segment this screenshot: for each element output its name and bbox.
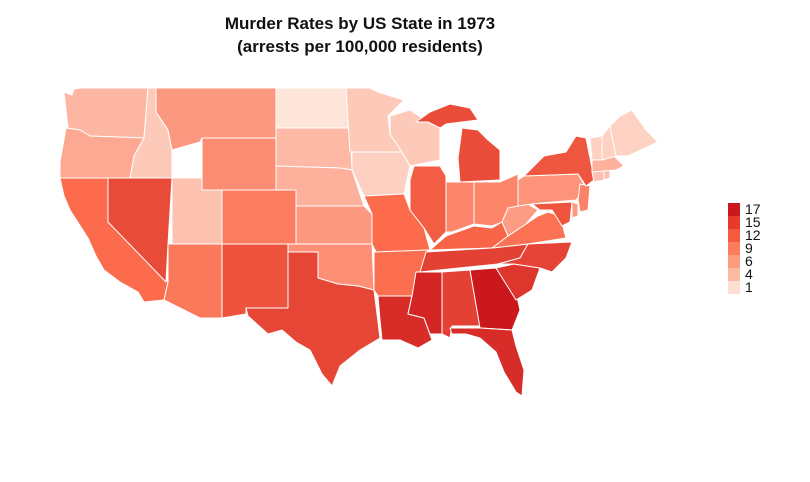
state-colorado <box>221 189 297 245</box>
state-new-jersey <box>577 183 591 213</box>
chart-title-line-1: Murder Rates by US State in 1973 <box>224 14 496 33</box>
state-new-mexico <box>221 243 289 319</box>
states-layer <box>59 87 659 397</box>
legend-swatch <box>728 203 740 216</box>
state-wyoming <box>201 137 277 191</box>
legend-swatch <box>728 229 740 242</box>
legend-swatch <box>728 268 740 281</box>
state-north-carolina <box>497 241 573 273</box>
legend-row: 17 <box>728 201 761 217</box>
state-iowa <box>351 151 411 197</box>
state-vermont <box>589 135 603 161</box>
legend-label: 1 <box>745 279 753 295</box>
state-florida <box>449 327 525 397</box>
state-maine <box>609 109 659 157</box>
state-rhode-island <box>603 169 611 181</box>
legend-label: 4 <box>745 266 753 282</box>
legend-row: 6 <box>728 253 761 269</box>
state-wisconsin <box>389 109 441 167</box>
legend-row: 12 <box>728 227 761 243</box>
legend-label: 6 <box>745 253 753 269</box>
state-south-carolina <box>495 263 541 301</box>
state-north-dakota <box>275 87 351 129</box>
legend-label: 12 <box>745 227 761 243</box>
state-south-dakota <box>275 127 353 171</box>
legend-label: 15 <box>745 214 761 230</box>
legend-swatch <box>728 281 740 294</box>
state-nevada <box>107 177 173 283</box>
legend-row: 1 <box>728 279 761 295</box>
legend-swatch <box>728 216 740 229</box>
state-new-york <box>523 135 595 187</box>
state-indiana <box>445 181 475 233</box>
state-michigan <box>415 103 501 183</box>
legend-swatch <box>728 242 740 255</box>
legend-label: 9 <box>745 240 753 256</box>
state-delaware <box>571 201 579 219</box>
chart-title-line-2: (arrests per 100,000 residents) <box>237 37 483 56</box>
state-pennsylvania <box>517 173 587 207</box>
legend-row: 9 <box>728 240 761 256</box>
legend-row: 15 <box>728 214 761 230</box>
legend: 17 15 12 9 6 4 1 <box>728 201 761 295</box>
state-kansas <box>295 205 373 245</box>
legend-label: 17 <box>745 201 761 217</box>
state-texas <box>245 251 381 387</box>
state-arizona <box>163 243 223 319</box>
state-illinois <box>409 165 447 245</box>
legend-swatch <box>728 255 740 268</box>
legend-row: 4 <box>728 266 761 282</box>
